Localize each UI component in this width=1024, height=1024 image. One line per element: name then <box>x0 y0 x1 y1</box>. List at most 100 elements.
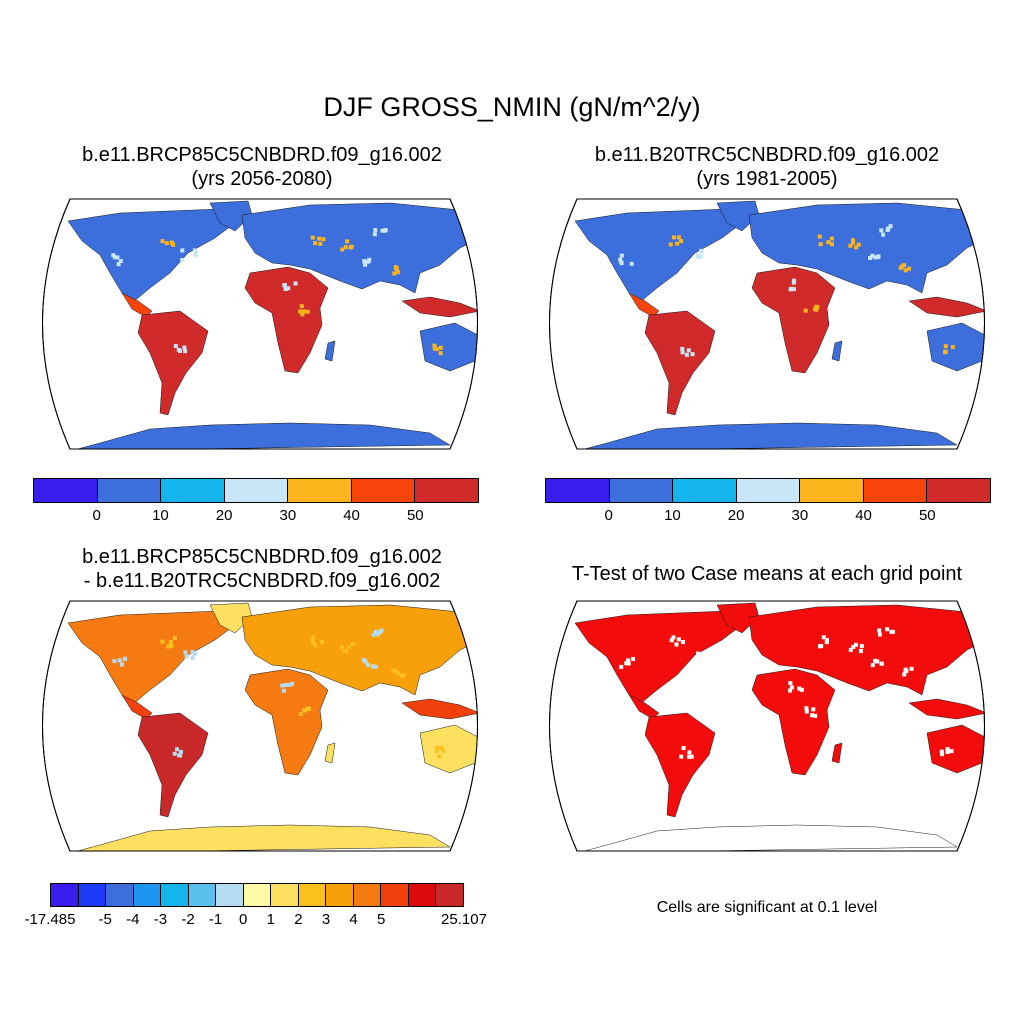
grid-cell <box>394 669 399 674</box>
grid-cell <box>399 673 404 678</box>
grid-cell <box>313 241 318 246</box>
landmass-north-america <box>67 208 236 304</box>
grid-cell <box>172 751 177 756</box>
grid-cell <box>900 264 905 269</box>
landmass-africa <box>244 266 329 374</box>
colorbar-swatch <box>188 884 217 906</box>
figure-title: DJF GROSS_NMIN (gN/m^2/y) <box>323 92 701 122</box>
landmass-central-america <box>628 292 660 318</box>
colorbar-panel-1 <box>33 478 479 503</box>
grid-cell <box>695 651 700 656</box>
colorbar-swatch <box>216 884 244 906</box>
grid-cell <box>283 287 288 292</box>
grid-cell <box>618 257 623 262</box>
grid-cell <box>183 650 188 655</box>
grid-cell <box>391 668 396 673</box>
grid-cell <box>190 656 195 661</box>
grid-cell <box>438 351 443 356</box>
grid-cell <box>178 749 183 754</box>
map-frame <box>42 198 478 450</box>
landmass-indonesia <box>908 296 985 318</box>
grid-cell <box>679 754 684 759</box>
panel-2-title: b.e11.B20TRC5CNBDRD.f09_g16.002 (yrs 198… <box>530 143 1004 191</box>
grid-cell <box>432 343 437 348</box>
grid-cell <box>818 644 823 649</box>
colorbar-swatch <box>224 479 289 502</box>
landmass-south-america <box>137 310 209 416</box>
grid-cell <box>298 309 303 314</box>
colorbar-tick-label: 1 <box>266 911 275 928</box>
grid-cell <box>870 253 875 258</box>
grid-cell <box>119 662 124 667</box>
landmass-madagascar <box>324 340 336 362</box>
grid-cell <box>699 254 704 259</box>
landmass-north-america <box>574 610 743 706</box>
grid-cell <box>112 255 117 260</box>
colorbar-tick-label: 20 <box>215 507 233 524</box>
colorbar-difference <box>50 883 464 907</box>
grid-cell <box>438 345 443 350</box>
grid-cell <box>117 658 122 663</box>
grid-cell <box>116 262 121 267</box>
grid-cell <box>310 235 315 240</box>
panel-3-title: b.e11.BRCP85C5CNBDRD.f09_g16.002 - b.e11… <box>20 545 504 593</box>
grid-cell <box>160 639 165 644</box>
colorbar-tick-label: 40 <box>855 507 872 524</box>
colorbar-swatch <box>326 884 354 906</box>
grid-cell <box>313 643 318 648</box>
grid-cell <box>856 242 861 247</box>
grid-cell <box>699 652 704 657</box>
grid-cell <box>439 745 444 750</box>
colorbar-tick-label: 4 <box>349 911 358 928</box>
grid-cell <box>166 644 171 649</box>
colorbar-swatch <box>298 884 327 906</box>
grid-cell <box>184 654 189 659</box>
grid-cell <box>818 242 823 247</box>
map-historical-period <box>549 198 985 450</box>
map-frame <box>549 198 985 450</box>
grid-cell <box>669 638 674 643</box>
significance-note: Cells are significant at 0.1 level <box>656 899 878 916</box>
grid-cell <box>160 239 165 244</box>
grid-cell <box>310 635 315 640</box>
grid-cell <box>111 253 116 258</box>
landmass-central-america <box>121 292 153 318</box>
grid-cell <box>903 668 908 673</box>
colorbar-swatch <box>351 479 416 502</box>
colorbar-tick-label: 2 <box>294 911 303 928</box>
colorbar-tick-label: 0 <box>239 911 248 928</box>
grid-cell <box>804 709 809 714</box>
grid-cell <box>380 228 385 233</box>
grid-cell <box>851 644 856 649</box>
grid-cell <box>174 747 179 752</box>
colorbar-tick-label: 0 <box>604 507 613 524</box>
landmass-south-america <box>644 712 716 818</box>
colorbar-swatch <box>800 479 864 502</box>
grid-cell <box>340 247 345 252</box>
grid-cell <box>300 312 305 317</box>
grid-cell <box>345 239 350 244</box>
colorbar-tick-label: 3 <box>321 911 331 928</box>
panel-1-title-line2: (yrs 2056-2080) <box>191 168 333 190</box>
grid-cell <box>303 708 308 713</box>
grid-cell <box>318 241 323 246</box>
grid-cell <box>686 348 691 353</box>
grid-cell <box>286 286 291 291</box>
grid-cell <box>392 271 397 276</box>
colorbar-swatch <box>34 479 98 502</box>
grid-cell <box>792 278 797 283</box>
grid-cell <box>362 259 367 264</box>
grid-cell <box>350 641 355 646</box>
grid-cell <box>171 242 176 247</box>
grid-cell <box>282 283 287 288</box>
landmass-new-zealand <box>484 763 495 781</box>
colorbar-swatch <box>353 884 382 906</box>
colorbar-tick-label: -17.485 <box>24 911 76 928</box>
colorbar-swatch <box>133 884 162 906</box>
grid-cell <box>804 706 809 711</box>
grid-cell <box>298 712 303 717</box>
map-difference <box>42 600 495 852</box>
colorbar-tick-label: -4 <box>126 911 140 928</box>
colorbar-tick-label: -5 <box>98 911 112 928</box>
landmass-antarctica <box>576 422 958 449</box>
